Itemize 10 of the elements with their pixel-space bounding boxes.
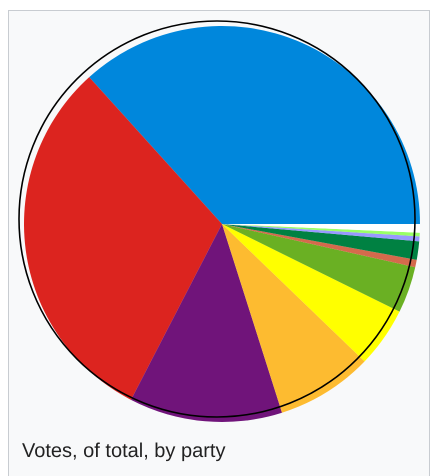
pie-slice [89,26,420,224]
pie-slice [24,77,222,400]
pie-slice [222,224,420,260]
pie-slice [222,224,417,268]
pie-slice [222,224,400,362]
pie-slice [222,224,416,312]
pie-slice [222,224,420,242]
text: Votes, of total, by party [22,440,226,463]
pie-slice [131,224,282,422]
pie-slice [222,224,365,413]
